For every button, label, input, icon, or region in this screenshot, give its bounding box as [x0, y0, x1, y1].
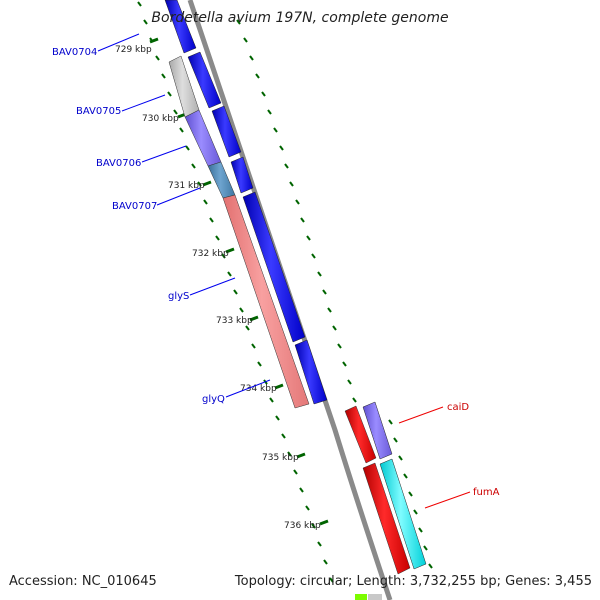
leader-caid — [398, 406, 444, 424]
leader-bav0705 — [121, 94, 166, 112]
genome-backbone — [187, 0, 393, 600]
outer-tick-track — [236, 19, 433, 569]
feature-fuma-red[interactable] — [362, 462, 411, 575]
feature-bav0704[interactable] — [164, 0, 197, 54]
leader-bav0704 — [97, 33, 140, 52]
tick-label-729: 729 kbp — [115, 45, 152, 55]
feature-blue-2[interactable] — [187, 51, 222, 109]
feature-fuma[interactable] — [379, 458, 427, 570]
gene-label-fuma[interactable]: fumA — [473, 487, 500, 498]
forward-strand-track — [164, 0, 427, 570]
gene-label-bav0706[interactable]: BAV0706 — [96, 158, 141, 169]
gene-label-glys[interactable]: glyS — [168, 291, 189, 302]
map-title: Bordetella avium 197N, complete genome — [151, 10, 449, 26]
tick-label-730: 730 kbp — [142, 114, 179, 124]
gene-label-glyq[interactable]: glyQ — [202, 394, 225, 405]
feature-next — [355, 594, 367, 600]
leader-bav0707 — [156, 187, 201, 206]
tick-label-733: 733 kbp — [216, 316, 253, 326]
reverse-strand-track — [168, 55, 411, 575]
leader-glyq — [225, 379, 271, 398]
inner-ruler-ticks — [137, 1, 334, 583]
tick-label-732: 732 kbp — [192, 249, 229, 259]
genome-summary-text: Topology: circular; Length: 3,732,255 bp… — [234, 574, 592, 589]
gene-label-bav0705[interactable]: BAV0705 — [76, 106, 121, 117]
feature-blue-5[interactable] — [242, 191, 306, 343]
tick-label-736: 736 kbp — [284, 521, 321, 531]
feature-glyq[interactable] — [294, 339, 328, 405]
leader-fuma — [424, 491, 471, 509]
tick-label-731: 731 kbp — [168, 181, 205, 191]
feature-blue-3[interactable] — [211, 105, 242, 158]
feature-blue-4[interactable] — [230, 156, 254, 194]
gene-label-caid[interactable]: caiD — [447, 402, 469, 413]
gene-label-bav0707[interactable]: BAV0707 — [112, 201, 157, 212]
feature-next-2 — [368, 594, 382, 600]
gene-label-bav0704[interactable]: BAV0704 — [52, 47, 97, 58]
leader-glys — [189, 277, 236, 296]
tick-label-734: 734 kbp — [240, 384, 277, 394]
accession-text: Accession: NC_010645 — [9, 574, 157, 589]
feature-bav0707[interactable] — [207, 161, 236, 199]
tick-label-735: 735 kbp — [262, 453, 299, 463]
feature-caid[interactable] — [362, 401, 393, 460]
feature-caid-red[interactable] — [344, 405, 377, 464]
leader-bav0706 — [141, 145, 187, 163]
feature-glys[interactable] — [222, 194, 310, 409]
